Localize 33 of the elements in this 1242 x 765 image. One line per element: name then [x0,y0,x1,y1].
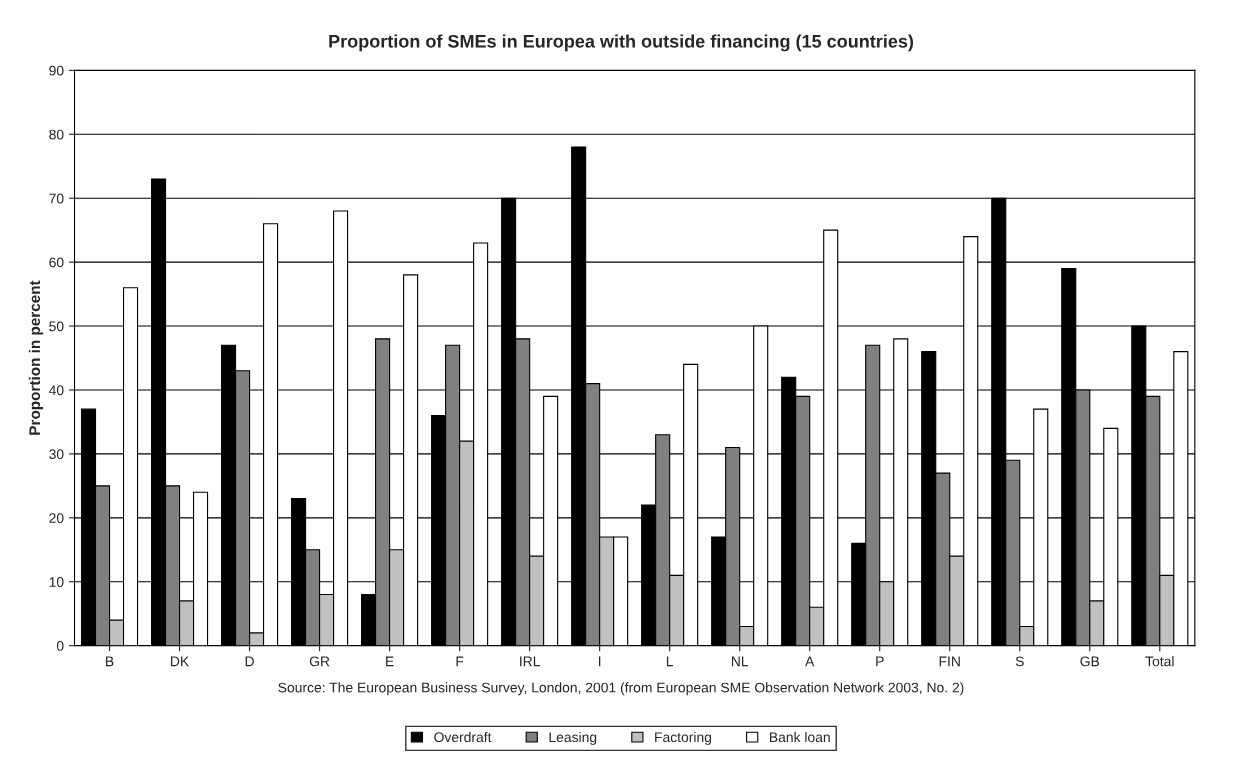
y-tick-label: 10 [49,577,64,587]
legend-label: Leasing [549,731,597,745]
legend-label: Bank loan [769,731,830,743]
y-tick-label: 40 [48,385,64,396]
x-tick-label: D [245,656,254,667]
y-tick-label: 30 [49,449,64,460]
x-tick-label: FIN [939,656,960,667]
x-tick-label: GB [1080,656,1100,667]
x-tick-label: L [666,656,674,667]
y-tick-label: 70 [49,193,64,204]
source-note: Source: The European Business Survey, London, 2001 (from European SME Observation Network 2003, No. 2) [278,682,964,696]
y-tick-label: 80 [49,129,64,140]
x-tick-label: B [106,656,114,667]
x-tick-label: NL [731,656,749,667]
x-tick-label: IRL [520,656,540,667]
x-tick-label: S [1015,656,1024,667]
y-tick-label: 20 [49,513,64,523]
x-tick-label: A [805,656,815,667]
x-tick-label: Total [1145,656,1174,667]
chart-title: Proportion of SMEs in Europea with outside financing (15 countries) [329,34,914,52]
x-tick-label: F [456,656,464,667]
x-tick-label: I [599,656,601,667]
x-tick-label: GR [309,656,330,667]
legend-label: Factoring [655,731,712,745]
y-tick-label: 50 [49,321,64,332]
y-tick-label: 60 [49,257,64,268]
x-tick-label: E [386,656,394,667]
y-axis-title: Proportion in percent [28,280,44,435]
x-tick-label: DK [171,656,190,667]
legend-label: Overdraft [434,731,492,743]
y-tick-label: 90 [49,65,64,76]
x-tick-label: P [876,656,884,667]
y-tick-label: 0 [56,640,64,651]
